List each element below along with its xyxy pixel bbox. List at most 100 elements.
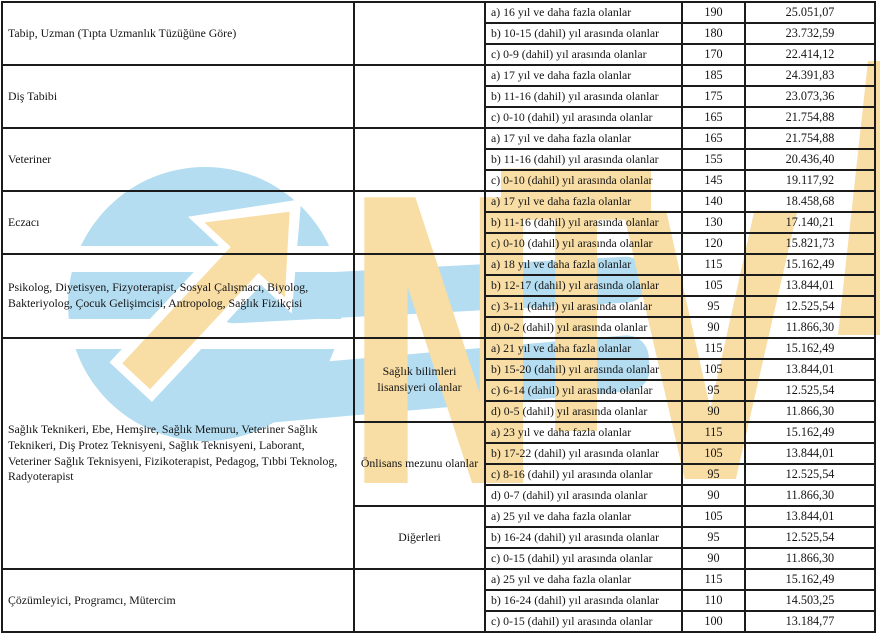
seniority-cell: a) 23 yıl ve daha fazla olanlar: [484, 421, 683, 444]
table-row: b) 15-20 (dahil) yıl arasında olanlar 10…: [2, 358, 876, 381]
indicator-cell: 170: [681, 43, 746, 66]
profession-cell: Tabip, Uzman (Tıpta Uzmanlık Tüzüğüne Gö…: [1, 1, 355, 66]
table-row: Önlisans mezunu olanlar a) 23 yıl ve dah…: [2, 421, 876, 507]
profession-cell: Sağlık Teknikeri, Ebe, Hemşire, Sağlık M…: [1, 337, 355, 570]
amount-cell: 12.525,54: [744, 526, 876, 549]
indicator-cell: 115: [681, 253, 746, 276]
subcategory-cell: [353, 127, 486, 192]
indicator-cell: 105: [681, 505, 746, 528]
indicator-cell: 155: [681, 148, 746, 171]
table-row: b) 10-15 (dahil) yıl arasında olanlar 18…: [2, 22, 876, 45]
subcategory-cell: [353, 253, 486, 339]
subcategory-cell: [353, 568, 486, 633]
seniority-cell: c) 8-16 (dahil) yıl arasında olanlar: [484, 463, 683, 486]
table-row: c) 0-10 (dahil) yıl arasında olanlar 145…: [2, 169, 876, 192]
seniority-cell: a) 21 yıl ve daha fazla olanlar: [484, 337, 683, 360]
seniority-cell: b) 11-16 (dahil) yıl arasında olanlar: [484, 85, 683, 108]
table-row: c) 0-9 (dahil) yıl arasında olanlar 170 …: [2, 43, 876, 66]
table-row: b) 16-24 (dahil) yıl arasında olanlar 11…: [2, 589, 876, 612]
indicator-cell: 95: [681, 463, 746, 486]
indicator-cell: 100: [681, 610, 746, 633]
amount-cell: 13.184,77: [744, 610, 876, 633]
indicator-cell: 90: [681, 484, 746, 507]
amount-cell: 11.866,30: [744, 547, 876, 570]
profession-cell: Diş Tabibi: [1, 64, 355, 129]
amount-cell: 22.414,12: [744, 43, 876, 66]
indicator-cell: 190: [681, 1, 746, 24]
indicator-cell: 90: [681, 400, 746, 423]
indicator-cell: 95: [681, 526, 746, 549]
amount-cell: 15.162,49: [744, 421, 876, 444]
seniority-cell: c) 0-15 (dahil) yıl arasında olanlar: [484, 610, 683, 633]
seniority-cell: c) 0-9 (dahil) yıl arasında olanlar: [484, 43, 683, 66]
seniority-cell: a) 17 yıl ve daha fazla olanlar: [484, 64, 683, 87]
profession-cell: Psikolog, Diyetisyen, Fizyoterapist, Sos…: [1, 253, 355, 339]
indicator-cell: 120: [681, 232, 746, 255]
amount-cell: 12.525,54: [744, 463, 876, 486]
table-row: Çözümleyici, Programcı, Mütercim a) 25 y…: [1, 568, 876, 633]
seniority-cell: a) 25 yıl ve daha fazla olanlar: [484, 568, 683, 591]
indicator-cell: 185: [681, 64, 746, 87]
table-row: b) 11-16 (dahil) yıl arasında olanlar 17…: [2, 85, 876, 108]
subcategory-cell: Sağlık bilimleri lisansiyeri olanlar: [353, 337, 486, 423]
table-row: Diş Tabibi a) 17 yıl ve daha fazla olanl…: [1, 64, 876, 129]
amount-cell: 15.162,49: [744, 337, 876, 360]
amount-cell: 12.525,54: [744, 379, 876, 402]
indicator-cell: 165: [681, 127, 746, 150]
amount-cell: 12.525,54: [744, 295, 876, 318]
indicator-cell: 95: [681, 295, 746, 318]
indicator-cell: 165: [681, 106, 746, 129]
subcategory-cell: Diğerleri: [353, 505, 486, 570]
seniority-cell: d) 0-7 (dahil) yıl arasında olanlar: [484, 484, 683, 507]
profession-cell: Eczacı: [1, 190, 355, 255]
indicator-cell: 110: [681, 589, 746, 612]
amount-cell: 15.821,73: [744, 232, 876, 255]
table-row: Veteriner a) 17 yıl ve daha fazla olanla…: [1, 127, 876, 192]
seniority-cell: b) 11-16 (dahil) yıl arasında olanlar: [484, 148, 683, 171]
indicator-cell: 105: [681, 274, 746, 297]
table-row: c) 3-11 (dahil) yıl arasında olanlar 95 …: [2, 295, 876, 318]
seniority-cell: c) 0-15 (dahil) yıl arasında olanlar: [484, 547, 683, 570]
seniority-cell: b) 16-24 (dahil) yıl arasında olanlar: [484, 589, 683, 612]
seniority-cell: c) 0-10 (dahil) yıl arasında olanlar: [484, 169, 683, 192]
table-row: c) 8-16 (dahil) yıl arasında olanlar 95 …: [2, 463, 876, 486]
indicator-cell: 90: [681, 547, 746, 570]
subcategory-cell: [353, 190, 486, 255]
subcategory-cell: [353, 1, 486, 66]
amount-cell: 13.844,01: [744, 505, 876, 528]
table-row: c) 0-15 (dahil) yıl arasında olanlar 100…: [2, 610, 876, 633]
profession-cell: Çözümleyici, Programcı, Mütercim: [1, 568, 355, 633]
seniority-cell: b) 11-16 (dahil) yıl arasında olanlar: [484, 211, 683, 234]
table-row: b) 17-22 (dahil) yıl arasında olanlar 10…: [2, 442, 876, 465]
table-row: c) 0-15 (dahil) yıl arasında olanlar 90 …: [2, 547, 876, 570]
seniority-cell: a) 17 yıl ve daha fazla olanlar: [484, 190, 683, 213]
indicator-cell: 105: [681, 442, 746, 465]
seniority-cell: c) 3-11 (dahil) yıl arasında olanlar: [484, 295, 683, 318]
indicator-cell: 145: [681, 169, 746, 192]
subcategory-cell: Önlisans mezunu olanlar: [353, 421, 486, 507]
seniority-cell: a) 16 yıl ve daha fazla olanlar: [484, 1, 683, 24]
amount-cell: 23.732,59: [744, 22, 876, 45]
seniority-cell: d) 0-5 (dahil) yıl arasında olanlar: [484, 400, 683, 423]
table-row: d) 0-7 (dahil) yıl arasında olanlar 90 1…: [2, 484, 876, 507]
table-row: c) 0-10 (dahil) yıl arasında olanlar 165…: [2, 106, 876, 129]
amount-cell: 15.162,49: [744, 568, 876, 591]
amount-cell: 11.866,30: [744, 400, 876, 423]
table-row: b) 16-24 (dahil) yıl arasında olanlar 95…: [2, 526, 876, 549]
table-row: b) 12-17 (dahil) yıl arasında olanlar 10…: [2, 274, 876, 297]
seniority-cell: d) 0-2 (dahil) yıl arasında olanlar: [484, 316, 683, 339]
indicator-cell: 90: [681, 316, 746, 339]
amount-cell: 23.073,36: [744, 85, 876, 108]
table-row: c) 6-14 (dahil) yıl arasında olanlar 95 …: [2, 379, 876, 402]
indicator-cell: 140: [681, 190, 746, 213]
indicator-cell: 180: [681, 22, 746, 45]
amount-cell: 19.117,92: [744, 169, 876, 192]
seniority-cell: c) 0-10 (dahil) yıl arasında olanlar: [484, 232, 683, 255]
seniority-cell: b) 12-17 (dahil) yıl arasında olanlar: [484, 274, 683, 297]
amount-cell: 14.503,25: [744, 589, 876, 612]
indicator-cell: 130: [681, 211, 746, 234]
amount-cell: 24.391,83: [744, 64, 876, 87]
amount-cell: 13.844,01: [744, 442, 876, 465]
subcategory-cell: [353, 64, 486, 129]
